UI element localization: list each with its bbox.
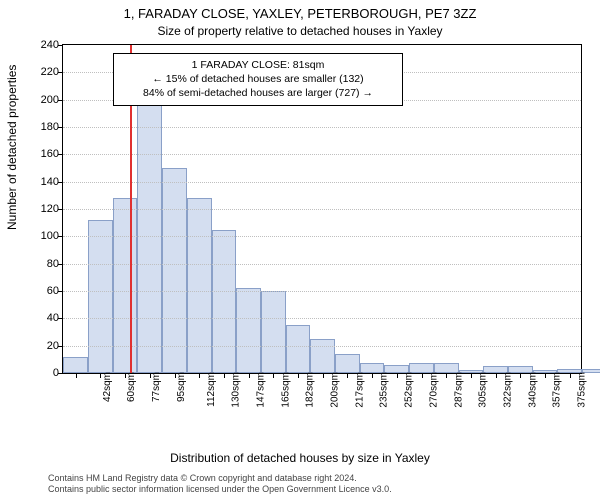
xtick-mark (76, 373, 77, 378)
ytick-label: 60 (25, 286, 59, 296)
xtick-label: 112sqm (205, 372, 216, 407)
gridline-h (63, 346, 581, 347)
histogram-bar (310, 339, 335, 373)
xtick-mark (175, 373, 176, 378)
gridline-h (63, 209, 581, 210)
xtick-label: 130sqm (231, 372, 242, 408)
annotation-box: 1 FARADAY CLOSE: 81sqm ← 15% of detached… (113, 53, 403, 106)
footnote-line-1: Contains HM Land Registry data © Crown c… (48, 473, 392, 485)
annotation-line-3: 84% of semi-detached houses are larger (… (120, 86, 396, 100)
xtick-mark (125, 373, 126, 378)
xtick-label: 235sqm (379, 372, 390, 408)
xtick-label: 147sqm (255, 372, 266, 408)
xtick-label: 77sqm (151, 372, 162, 402)
ytick-label: 240 (25, 40, 59, 50)
footnote-line-2: Contains public sector information licen… (48, 484, 392, 496)
xtick-mark (100, 373, 101, 378)
xtick-label: 340sqm (527, 372, 538, 408)
gridline-h (63, 318, 581, 319)
xtick-mark (224, 373, 225, 378)
footnote: Contains HM Land Registry data © Crown c… (48, 473, 392, 496)
xtick-label: 200sqm (330, 372, 341, 408)
ytick-label: 140 (25, 177, 59, 187)
xtick-label: 60sqm (126, 372, 137, 402)
chart-container: 1, FARADAY CLOSE, YAXLEY, PETERBOROUGH, … (0, 0, 600, 500)
xtick-label: 95sqm (176, 372, 187, 402)
histogram-bar (63, 357, 88, 373)
ytick-label: 40 (25, 313, 59, 323)
xtick-mark (545, 373, 546, 378)
xtick-mark (298, 373, 299, 378)
y-axis-label: Number of detached properties (5, 65, 19, 230)
gridline-h (63, 127, 581, 128)
ytick-label: 180 (25, 122, 59, 132)
xtick-mark (422, 373, 423, 378)
xtick-mark (372, 373, 373, 378)
xtick-label: 270sqm (428, 372, 439, 408)
xtick-mark (150, 373, 151, 378)
chart-subtitle: Size of property relative to detached ho… (0, 24, 600, 38)
histogram-bar (212, 230, 237, 374)
xtick-mark (496, 373, 497, 378)
histogram-bar (236, 288, 261, 373)
xtick-mark (570, 373, 571, 378)
xtick-label: 217sqm (354, 372, 365, 408)
xtick-mark (520, 373, 521, 378)
xtick-label: 375sqm (577, 372, 588, 408)
xtick-label: 305sqm (478, 372, 489, 408)
ytick-label: 160 (25, 149, 59, 159)
plot-area: 02040608010012014016018020022024042sqm60… (62, 44, 582, 374)
xtick-label: 287sqm (453, 372, 464, 408)
xtick-mark (273, 373, 274, 378)
xtick-mark (323, 373, 324, 378)
annotation-line-1: 1 FARADAY CLOSE: 81sqm (120, 58, 396, 72)
annotation-line-2: ← 15% of detached houses are smaller (13… (120, 72, 396, 86)
ytick-label: 0 (25, 368, 59, 378)
gridline-h (63, 291, 581, 292)
ytick-label: 220 (25, 67, 59, 77)
xtick-mark (471, 373, 472, 378)
x-axis-label: Distribution of detached houses by size … (0, 451, 600, 465)
histogram-bar (187, 198, 212, 373)
histogram-bar (335, 354, 360, 373)
histogram-bar (88, 220, 113, 373)
xtick-label: 252sqm (404, 372, 415, 408)
gridline-h (63, 264, 581, 265)
xtick-label: 165sqm (280, 372, 291, 408)
xtick-label: 182sqm (305, 372, 316, 408)
ytick-label: 100 (25, 231, 59, 241)
histogram-bar (162, 168, 187, 373)
ytick-label: 80 (25, 259, 59, 269)
ytick-label: 20 (25, 341, 59, 351)
xtick-mark (249, 373, 250, 378)
histogram-bar (286, 325, 311, 373)
gridline-h (63, 182, 581, 183)
xtick-mark (199, 373, 200, 378)
gridline-h (63, 236, 581, 237)
ytick-label: 200 (25, 95, 59, 105)
xtick-label: 322sqm (502, 372, 513, 408)
xtick-label: 42sqm (102, 372, 113, 402)
xtick-mark (347, 373, 348, 378)
histogram-bar (261, 291, 286, 373)
ytick-label: 120 (25, 204, 59, 214)
xtick-mark (446, 373, 447, 378)
gridline-h (63, 154, 581, 155)
xtick-mark (397, 373, 398, 378)
xtick-label: 357sqm (552, 372, 563, 408)
histogram-bar (113, 198, 138, 373)
chart-title: 1, FARADAY CLOSE, YAXLEY, PETERBOROUGH, … (0, 6, 600, 21)
